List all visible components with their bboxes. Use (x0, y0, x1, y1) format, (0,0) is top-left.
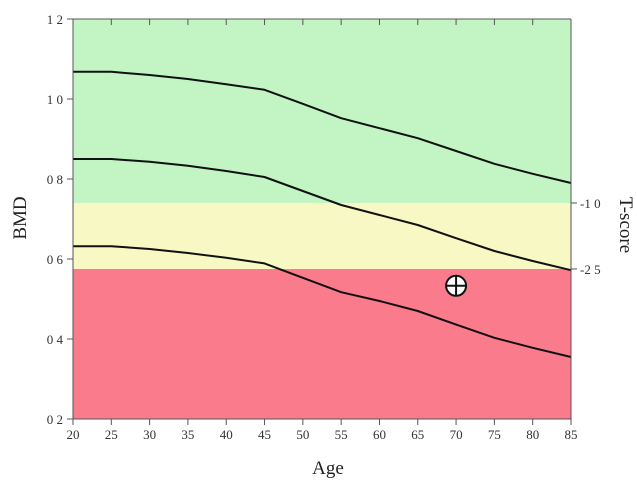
markers-group (445, 274, 468, 297)
patient-marker (445, 274, 468, 297)
series-group (73, 70, 572, 358)
bands-group (73, 19, 571, 419)
band-osteopenia (73, 203, 571, 269)
x-tick-label: 75 (488, 427, 501, 442)
x-tick-label: 65 (411, 427, 424, 442)
y-tick-label: 0 4 (47, 332, 64, 347)
axes-group (72, 18, 572, 420)
series-line-2 (73, 158, 572, 272)
x-axis-title: Age (312, 458, 344, 479)
x-tick-label: 60 (373, 427, 386, 442)
y-tick-label: 0 8 (47, 172, 63, 187)
x-tick-label: 55 (335, 427, 348, 442)
x-tick-label: 50 (296, 427, 309, 442)
ticks-group: 20 25 30 35 40 45 50 55 60 65 70 75 80 85 0 2 0 4 0 6 0 8… (47, 12, 601, 442)
x-tick-label: 45 (258, 427, 271, 442)
y2-tick-label: -2 5 (580, 262, 601, 277)
y-tick-label: 0 6 (47, 252, 64, 267)
x-tick-label: 30 (143, 427, 156, 442)
x-tick-label: 20 (67, 427, 80, 442)
x-tick-label: 25 (105, 427, 118, 442)
y-tick-label: 0 2 (47, 412, 63, 427)
x-tick-label: 70 (450, 427, 463, 442)
y-tick-label: 1 2 (47, 12, 63, 27)
y2-tick-label: -1 0 (580, 196, 601, 211)
x-tick-label: 40 (220, 427, 233, 442)
x-tick-label: 80 (526, 427, 539, 442)
series-line-1 (73, 70, 572, 184)
band-osteoporosis (73, 269, 571, 419)
x-tick-label: 35 (181, 427, 194, 442)
x-tick-label: 85 (565, 427, 578, 442)
series-line-3 (73, 245, 572, 358)
y-tick-label: 1 0 (47, 92, 63, 107)
y2-axis-title: T-score (615, 197, 636, 253)
y-axis-title: BMD (10, 196, 31, 239)
